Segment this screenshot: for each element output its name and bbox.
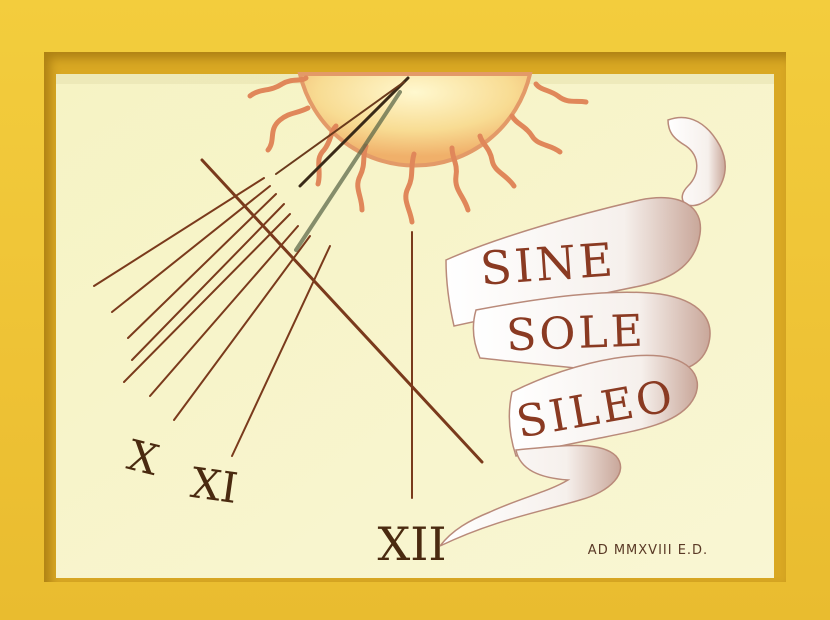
scroll-banner-icon	[439, 116, 726, 547]
hour-label-xi: XI	[188, 458, 241, 513]
hour-lines	[93, 177, 413, 499]
motto-line-2: SOLE	[505, 306, 646, 362]
date-signature: AD MMXVIII E.D.	[588, 543, 708, 558]
gnomon-icon	[200, 76, 484, 464]
hour-label-xii: XII	[377, 517, 446, 571]
motto-line-1: SINE	[478, 232, 617, 295]
sun-icon	[247, 72, 589, 225]
